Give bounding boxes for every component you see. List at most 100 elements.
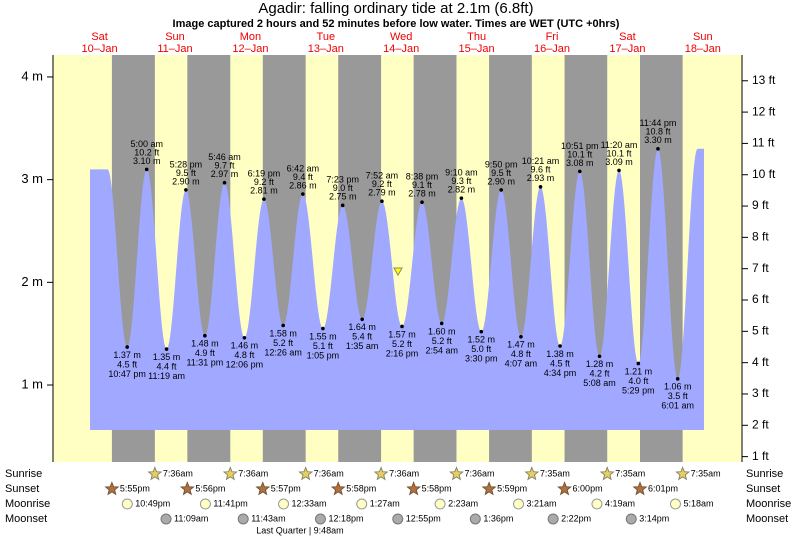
moonrise-icon [278, 498, 290, 510]
row-time: 7:36am [464, 468, 494, 478]
row-label: Sunrise [5, 468, 42, 480]
y2-tick-label: 8 ft [752, 230, 769, 244]
extreme-point [617, 168, 621, 173]
extreme-point [184, 188, 188, 192]
extreme-point [380, 199, 384, 204]
y2-tick-label: 2 ft [752, 417, 769, 431]
extreme-feet: 9.1 ft [412, 180, 433, 190]
extreme-time: 4:34 pm [544, 368, 577, 378]
day-date: 14–Jan [383, 43, 419, 55]
extreme-meters: 1.64 m [348, 322, 376, 332]
day-date: 10–Jan [82, 43, 118, 55]
y2-tick-label: 12 ft [752, 104, 776, 118]
row-label: Moonset [5, 513, 47, 525]
extreme-feet: 5.0 ft [471, 344, 492, 354]
extreme-meters: 1.28 m [586, 359, 614, 369]
extreme-meters: 2.75 m [329, 192, 357, 202]
y-tick-label: 3 m [21, 171, 43, 186]
row-label: Moonrise [5, 498, 50, 510]
day-name: Mon [240, 31, 261, 43]
extreme-meters: 1.58 m [269, 328, 297, 338]
extreme-feet: 4.0 ft [628, 376, 649, 386]
day-date: 15–Jan [459, 43, 495, 55]
extreme-point [400, 324, 404, 329]
row-time: 5:56pm [195, 483, 225, 493]
extreme-feet: 10.8 ft [645, 127, 671, 137]
row-time: 12:55pm [406, 513, 441, 523]
y2-tick-label: 3 ft [752, 386, 769, 400]
sunrise-icon [222, 466, 238, 481]
extreme-time: 1:35 am [346, 341, 379, 351]
extreme-point [340, 203, 345, 208]
row-time: 10:49pm [135, 498, 170, 508]
extreme-time: 7:52 am [366, 171, 399, 181]
extreme-meters: 1.21 m [625, 366, 653, 376]
extreme-point [558, 344, 562, 348]
extreme-point [519, 334, 523, 339]
extreme-point [144, 167, 149, 172]
extreme-time: 12:26 am [264, 347, 302, 357]
extreme-feet: 4.5 ft [550, 358, 571, 368]
row-time: 7:36am [389, 468, 419, 478]
sunset-icon [481, 481, 497, 496]
sunset-icon [255, 481, 271, 496]
extreme-time: 6:19 pm [248, 169, 281, 179]
extreme-meters: 1.57 m [388, 329, 416, 339]
y2-tick-label: 13 ft [752, 73, 776, 87]
day-name: Sun [165, 31, 185, 43]
extreme-time: 5:29 pm [622, 385, 655, 395]
extreme-point [577, 169, 582, 174]
extreme-time: 10:21 am [522, 156, 560, 166]
sunrise-icon [599, 466, 615, 481]
sunset-icon [406, 481, 422, 496]
row-time: 6:00pm [573, 483, 603, 493]
extreme-time: 10:47 pm [108, 369, 146, 379]
extreme-point [262, 197, 266, 201]
row-time: 6:01pm [648, 483, 678, 493]
extreme-time: 11:44 pm [640, 118, 677, 128]
row-time: 7:36am [314, 468, 344, 478]
extreme-meters: 2.79 m [368, 188, 396, 198]
y2-tick-label: 5 ft [752, 324, 769, 338]
row-label-right: Sunrise [746, 468, 783, 480]
moonset-icon [625, 513, 637, 525]
extreme-time: 11:19 am [148, 371, 185, 381]
extreme-meters: 1.06 m [664, 382, 692, 392]
extreme-meters: 1.46 m [231, 341, 259, 351]
row-time: 5:57pm [271, 483, 301, 493]
moonrise-icon [356, 498, 368, 510]
extreme-feet: 9.0 ft [333, 183, 354, 193]
extreme-feet: 9.6 ft [531, 165, 552, 175]
row-time: 4:19am [605, 498, 635, 508]
moonset-icon [469, 513, 481, 525]
row-time: 11:09am [174, 513, 208, 523]
extreme-point [538, 185, 543, 189]
moonrise-icon [513, 498, 525, 510]
row-time: 1:27am [370, 498, 400, 508]
extreme-point [360, 317, 364, 322]
y-tick-label: 2 m [21, 274, 43, 289]
day-name: Wed [390, 31, 412, 43]
extreme-time: 9:10 am [445, 168, 478, 178]
row-time: 12:33am [292, 498, 327, 508]
sunrise-icon [373, 466, 389, 481]
extreme-time: 9:50 pm [485, 159, 518, 169]
extreme-time: 2:54 am [425, 345, 458, 355]
extreme-point [281, 323, 285, 328]
extreme-meters: 1.48 m [191, 339, 219, 349]
y2-tick-label: 10 ft [752, 167, 776, 181]
extreme-feet: 9.2 ft [372, 179, 393, 189]
extreme-meters: 1.35 m [153, 352, 181, 362]
y2-tick-label: 7 ft [752, 261, 769, 275]
extreme-time: 5:28 pm [170, 159, 203, 169]
sunrise-icon [675, 466, 691, 481]
y2-tick-label: 11 ft [752, 136, 775, 150]
extreme-feet: 9.7 ft [215, 161, 236, 171]
extreme-point [597, 354, 602, 359]
extreme-point [439, 321, 444, 326]
day-date: 17–Jan [609, 43, 645, 55]
extreme-feet: 9.4 ft [293, 172, 314, 182]
day-name: Sat [91, 31, 108, 43]
extreme-point [636, 361, 641, 366]
extreme-point [242, 335, 247, 340]
